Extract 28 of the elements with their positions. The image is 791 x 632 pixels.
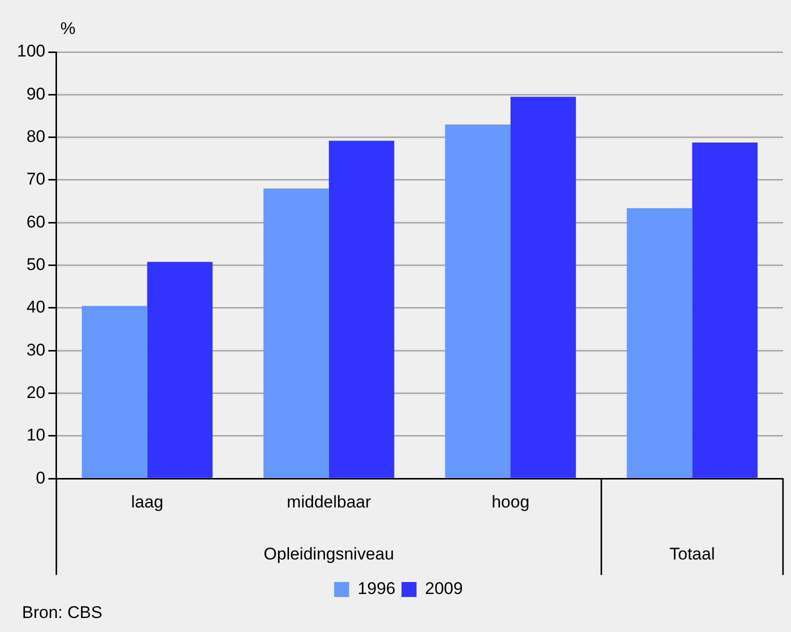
bar xyxy=(263,188,329,478)
y-tick-label: 20 xyxy=(26,382,46,402)
legend-label: 1996 xyxy=(358,579,396,598)
y-tick-label: 80 xyxy=(26,127,46,146)
text: Opleidingsniveau xyxy=(264,544,394,564)
bar xyxy=(445,124,511,478)
y-tick-label: 70 xyxy=(26,170,46,189)
y-tick-label: 30 xyxy=(26,340,46,360)
y-tick-label: 100 xyxy=(16,42,46,61)
y-tick-label: 10 xyxy=(26,426,46,445)
y-axis-title: % xyxy=(60,19,76,38)
x-tick-label: middelbaar xyxy=(286,492,372,512)
bar xyxy=(82,306,148,478)
y-tick-label: 40 xyxy=(26,298,46,317)
bar xyxy=(147,262,213,478)
y-tick-label: 0 xyxy=(36,468,46,488)
bar xyxy=(692,142,758,478)
y-tick-label: 60 xyxy=(26,212,46,232)
x-tick-label: laag xyxy=(131,492,164,512)
legend-label: 2009 xyxy=(425,579,463,598)
y-tick-label: 50 xyxy=(26,254,46,274)
x-tick-label: hoog xyxy=(492,492,530,512)
text: Bron: CBS xyxy=(22,603,102,622)
y-tick-label: 90 xyxy=(26,84,46,104)
text: Totaal xyxy=(669,544,715,564)
bar xyxy=(510,96,576,478)
bar xyxy=(626,208,692,478)
bar xyxy=(328,140,394,478)
